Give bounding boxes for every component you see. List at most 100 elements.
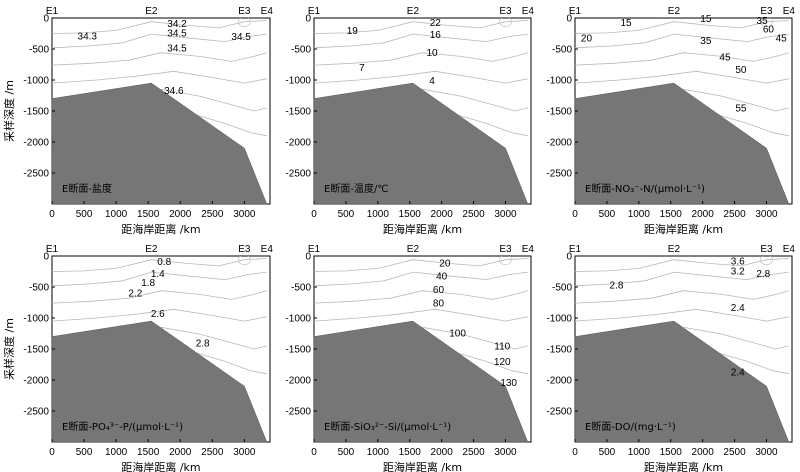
contour-label: 2.4: [731, 367, 745, 378]
y-axis-label: 采样深度 /m: [2, 80, 16, 142]
panel-title: E断面-DO/(mg·L⁻¹): [585, 420, 676, 433]
contour-line: [454, 113, 528, 137]
y-tick-label: -500: [552, 45, 572, 56]
panel-4: 0 500 1000 1500 2000 2500 3000 0 -500 -1000 -1500 -…: [2, 244, 273, 472]
y-tick-label: -1000: [546, 76, 572, 87]
contour-label: 1.4: [151, 269, 165, 280]
x-tick-label: 0: [572, 209, 578, 220]
x-axis-label: 距海岸距离 /km: [121, 460, 200, 472]
y-tick-label: -1500: [23, 345, 49, 356]
station-label-e1: E1: [308, 244, 321, 255]
y-tick-label: -2500: [546, 407, 572, 418]
contour-line: [52, 271, 267, 287]
seafloor-terrain: [574, 82, 790, 205]
contour-label: 34.2: [167, 19, 187, 30]
station-label-e2: E2: [145, 6, 158, 17]
panel-2: 0 500 1000 1500 2000 2500 3000 0 -500 -1000 -1500 -…: [285, 6, 534, 236]
x-tick-label: 1000: [105, 209, 128, 220]
station-label-e4: E4: [261, 244, 274, 255]
x-tick-label: 2500: [201, 447, 224, 458]
contour-line: [52, 70, 267, 84]
seafloor-terrain: [313, 320, 529, 443]
contour-line: [575, 52, 789, 66]
contour-line: [314, 271, 528, 287]
contour-loop: [760, 256, 773, 266]
contour-line: [160, 88, 267, 112]
y-tick-label: -1500: [285, 107, 311, 118]
contour-label: 40: [436, 271, 448, 282]
y-tick-label: -1500: [546, 107, 572, 118]
x-axis-label: 距海岸距离 /km: [644, 460, 723, 472]
contour-label: 20: [439, 258, 451, 269]
contour-label: 50: [735, 65, 747, 76]
contour-label: 60: [763, 25, 775, 36]
x-tick-label: 1500: [660, 209, 683, 220]
panel-5: 0 500 1000 1500 2000 2500 3000 0 -500 -1000 -1500 -…: [285, 244, 534, 472]
x-tick-label: 3000: [494, 447, 517, 458]
contour-line: [575, 33, 789, 49]
x-tick-label: 500: [599, 209, 616, 220]
y-tick-label: -1000: [546, 314, 572, 325]
contour-label: 35: [700, 36, 712, 47]
y-tick-label: -2500: [285, 169, 311, 180]
contour-loop: [499, 18, 512, 28]
station-label-e1: E1: [569, 244, 582, 255]
y-tick-label: -1500: [285, 345, 311, 356]
station-label-e2: E2: [145, 244, 158, 255]
y-tick-label: -2500: [546, 169, 572, 180]
contour-label: 80: [433, 299, 445, 310]
y-tick-label: -2000: [285, 376, 311, 387]
x-tick-label: 2500: [723, 209, 746, 220]
station-label-e2: E2: [407, 6, 420, 17]
x-tick-label: 3000: [233, 447, 256, 458]
y-tick-label: -500: [552, 283, 572, 294]
station-label-e4: E4: [522, 6, 535, 17]
contour-line: [314, 308, 528, 322]
contour-line: [683, 326, 789, 350]
contour-label: 34.5: [231, 32, 251, 43]
x-axis-label: 距海岸距离 /km: [644, 222, 723, 236]
contour-line: [314, 33, 528, 49]
contour-label: 2.2: [128, 289, 142, 300]
contour-label: 10: [427, 48, 439, 59]
panel-title: E断面-盐度: [62, 182, 112, 195]
x-tick-label: 2000: [692, 447, 715, 458]
station-label-e3: E3: [238, 6, 251, 17]
seafloor-terrain: [313, 82, 529, 205]
contour-label: 34.5: [167, 28, 187, 39]
y-tick-label: -2000: [23, 138, 49, 149]
x-tick-label: 1500: [137, 447, 160, 458]
station-label-e2: E2: [407, 244, 420, 255]
contour-label: 22: [430, 18, 442, 29]
x-tick-label: 3000: [233, 209, 256, 220]
contour-label: 1.8: [141, 278, 155, 289]
y-tick-label: -1500: [23, 107, 49, 118]
x-tick-label: 1000: [628, 447, 651, 458]
contour-label: 2.8: [610, 281, 624, 292]
station-label-e4: E4: [783, 244, 796, 255]
contour-line: [454, 351, 528, 375]
y-tick-label: -1000: [23, 76, 49, 87]
x-tick-label: 2000: [169, 209, 192, 220]
contour-line: [314, 52, 528, 66]
station-label-e4: E4: [261, 6, 274, 17]
panel-title: E断面-PO₄³⁻-P/(μmol·L⁻¹): [62, 420, 183, 433]
station-label-e3: E3: [499, 6, 512, 17]
station-label-e1: E1: [569, 6, 582, 17]
y-tick-label: -2500: [285, 407, 311, 418]
y-tick-label: -2500: [23, 407, 49, 418]
contour-line: [575, 70, 789, 84]
contour-line: [160, 326, 267, 350]
contour-label: 2.8: [196, 338, 210, 349]
x-tick-label: 500: [76, 209, 93, 220]
x-tick-label: 1000: [367, 209, 390, 220]
contour-line: [52, 290, 267, 304]
station-label-e1: E1: [46, 244, 59, 255]
contour-line: [575, 258, 789, 272]
contour-label: 34.6: [164, 86, 184, 97]
contour-line: [715, 351, 789, 375]
y-tick-label: -2500: [23, 169, 49, 180]
contour-line: [314, 70, 528, 84]
x-tick-label: 500: [338, 209, 355, 220]
contour-line: [575, 308, 789, 322]
